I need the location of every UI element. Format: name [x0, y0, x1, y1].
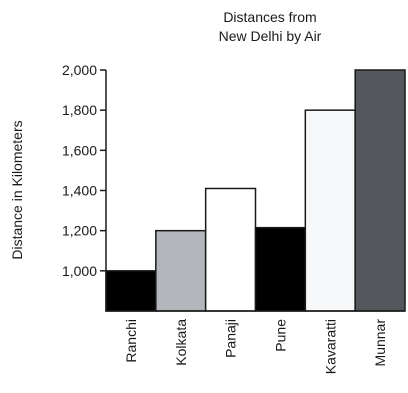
y-tick-label: 1,600 — [62, 142, 97, 158]
x-category-label: Kavaratti — [322, 319, 338, 374]
x-category-label: Panaji — [223, 319, 239, 358]
y-tick-label: 1,200 — [62, 223, 97, 239]
x-category-label: Pune — [272, 319, 288, 352]
x-category-label: Munnar — [372, 319, 388, 367]
y-tick-label: 1,800 — [62, 102, 97, 118]
x-category-label: Kolkata — [173, 319, 189, 366]
y-axis-title: Distance in Kilometers — [9, 120, 25, 259]
bar-kavaratti — [305, 110, 355, 311]
category-labels: Ranchi Kolkata Panaji Pune Kavaratti Munnar — [123, 319, 388, 375]
chart-title-line-1: Distances from — [223, 9, 316, 25]
bar-kolkata — [156, 231, 206, 311]
bar-munnar — [355, 70, 405, 311]
y-tick-label: 2,000 — [62, 62, 97, 78]
x-category-label: Ranchi — [123, 319, 139, 363]
y-axis-ticks: 1,000 1,200 1,400 1,600 1,800 2,000 — [62, 62, 106, 279]
bar-panaji — [206, 188, 256, 311]
y-tick-label: 1,400 — [62, 183, 97, 199]
bar-ranchi — [106, 271, 156, 311]
bar-pune — [256, 228, 306, 311]
y-tick-label: 1,000 — [62, 263, 97, 279]
chart-title-line-2: New Delhi by Air — [219, 28, 322, 44]
bars — [106, 70, 405, 311]
